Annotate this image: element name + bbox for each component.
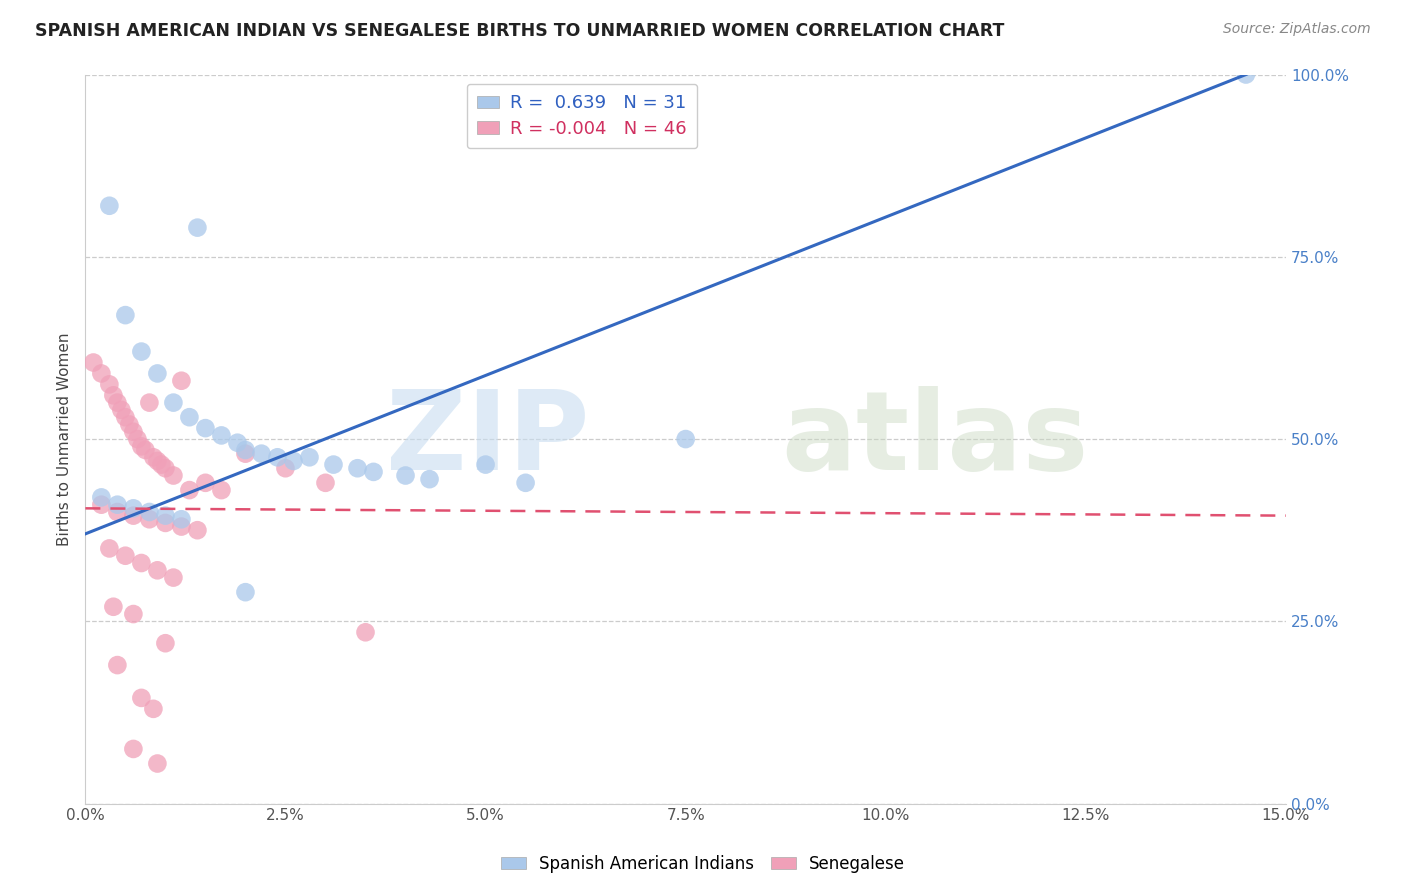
Point bbox=[155, 636, 177, 650]
Point bbox=[250, 447, 273, 461]
Point bbox=[162, 468, 184, 483]
Point bbox=[170, 512, 193, 526]
Point bbox=[346, 461, 368, 475]
Point bbox=[146, 756, 169, 771]
Text: Source: ZipAtlas.com: Source: ZipAtlas.com bbox=[1223, 22, 1371, 37]
Point bbox=[82, 355, 104, 369]
Point bbox=[179, 410, 201, 425]
Point bbox=[90, 498, 112, 512]
Point bbox=[150, 458, 173, 472]
Point bbox=[235, 447, 257, 461]
Point bbox=[315, 475, 337, 490]
Point bbox=[209, 428, 232, 442]
Point bbox=[675, 432, 697, 446]
Point bbox=[134, 442, 156, 457]
Point bbox=[274, 461, 297, 475]
Point bbox=[127, 432, 149, 446]
Point bbox=[1234, 68, 1257, 82]
Point bbox=[142, 450, 165, 465]
Point bbox=[98, 377, 121, 392]
Point bbox=[162, 571, 184, 585]
Point bbox=[179, 483, 201, 497]
Point bbox=[122, 425, 145, 439]
Text: atlas: atlas bbox=[782, 385, 1090, 492]
Point bbox=[515, 475, 537, 490]
Point bbox=[155, 461, 177, 475]
Point bbox=[146, 454, 169, 468]
Point bbox=[209, 483, 232, 497]
Point bbox=[138, 512, 160, 526]
Point bbox=[363, 465, 385, 479]
Point bbox=[283, 454, 305, 468]
Text: ZIP: ZIP bbox=[387, 385, 589, 492]
Point bbox=[131, 556, 153, 570]
Point bbox=[419, 472, 441, 486]
Point bbox=[394, 468, 416, 483]
Point bbox=[90, 367, 112, 381]
Point bbox=[170, 374, 193, 388]
Point bbox=[138, 395, 160, 409]
Point bbox=[474, 458, 496, 472]
Point bbox=[114, 410, 136, 425]
Point bbox=[122, 501, 145, 516]
Y-axis label: Births to Unmarried Women: Births to Unmarried Women bbox=[58, 333, 72, 546]
Point bbox=[186, 523, 208, 537]
Point bbox=[298, 450, 321, 465]
Legend: Spanish American Indians, Senegalese: Spanish American Indians, Senegalese bbox=[494, 848, 912, 880]
Point bbox=[105, 658, 128, 673]
Point bbox=[235, 442, 257, 457]
Point bbox=[98, 541, 121, 556]
Point bbox=[194, 421, 217, 435]
Point bbox=[114, 549, 136, 563]
Point bbox=[131, 690, 153, 705]
Text: SPANISH AMERICAN INDIAN VS SENEGALESE BIRTHS TO UNMARRIED WOMEN CORRELATION CHAR: SPANISH AMERICAN INDIAN VS SENEGALESE BI… bbox=[35, 22, 1004, 40]
Point bbox=[122, 508, 145, 523]
Point bbox=[114, 308, 136, 322]
Point bbox=[162, 395, 184, 409]
Point bbox=[155, 508, 177, 523]
Point bbox=[90, 491, 112, 505]
Point bbox=[105, 505, 128, 519]
Point bbox=[155, 516, 177, 530]
Point bbox=[138, 505, 160, 519]
Point bbox=[226, 435, 249, 450]
Point bbox=[122, 607, 145, 621]
Point bbox=[170, 519, 193, 533]
Point bbox=[131, 439, 153, 453]
Point bbox=[322, 458, 344, 472]
Legend: R =  0.639   N = 31, R = -0.004   N = 46: R = 0.639 N = 31, R = -0.004 N = 46 bbox=[467, 84, 697, 148]
Point bbox=[146, 367, 169, 381]
Point bbox=[103, 388, 125, 402]
Point bbox=[103, 599, 125, 614]
Point bbox=[131, 344, 153, 359]
Point bbox=[105, 498, 128, 512]
Point bbox=[266, 450, 288, 465]
Point bbox=[354, 625, 377, 640]
Point bbox=[194, 475, 217, 490]
Point bbox=[98, 199, 121, 213]
Point bbox=[110, 403, 132, 417]
Point bbox=[122, 742, 145, 756]
Point bbox=[142, 702, 165, 716]
Point bbox=[146, 563, 169, 577]
Point bbox=[105, 395, 128, 409]
Point bbox=[186, 220, 208, 235]
Point bbox=[118, 417, 141, 432]
Point bbox=[235, 585, 257, 599]
